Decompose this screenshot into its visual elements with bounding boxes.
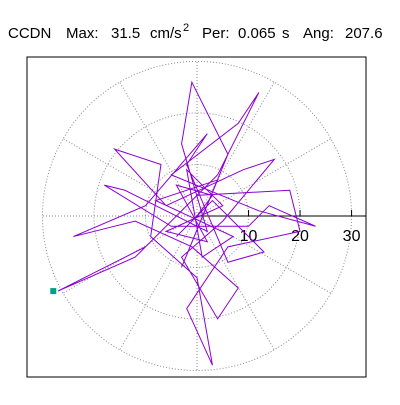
trace — [57, 80, 316, 366]
per-unit: s — [282, 25, 290, 42]
ang-label: Ang: — [303, 25, 334, 42]
spoke — [196, 215, 332, 294]
max-marker — [50, 288, 57, 295]
spoke — [196, 215, 275, 351]
spoke — [196, 81, 275, 217]
plot-frame — [26, 56, 367, 378]
max-value: 31.5 — [111, 25, 140, 42]
spoke — [119, 81, 198, 217]
max-label: Max: — [66, 25, 99, 42]
max-unit-power: 2 — [183, 22, 189, 34]
per-value: 0.065 — [238, 25, 276, 42]
spoke — [196, 138, 332, 217]
station: CCDN — [8, 25, 51, 42]
ang-value: 207.6 — [345, 25, 383, 42]
max-unit: cm/s — [150, 25, 182, 42]
tick-label: 30 — [343, 228, 361, 245]
per-label: Per: — [202, 25, 230, 42]
